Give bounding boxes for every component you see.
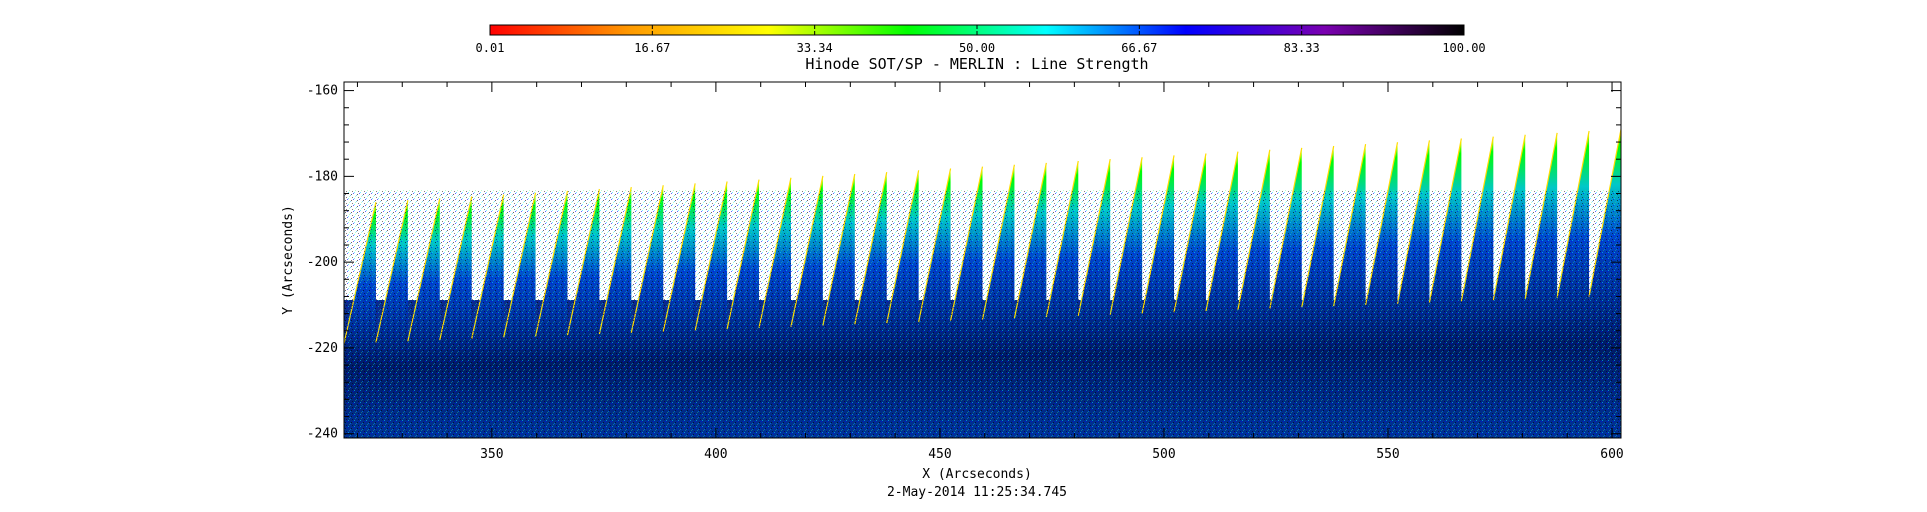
y-tick-label: -200 bbox=[307, 255, 338, 270]
colorbar-tick-label: 66.67 bbox=[1121, 41, 1157, 55]
plot-frame bbox=[343, 81, 1622, 439]
heatmap-noise bbox=[344, 190, 1621, 438]
heatmap-image bbox=[344, 129, 1621, 438]
x-axis-label: X (Arcseconds) bbox=[922, 467, 1032, 482]
colorbar-tick-labels: 0.01 16.67 33.34 50.00 66.67 83.33 100.00 bbox=[476, 41, 1486, 55]
colorbar-ticks bbox=[489, 25, 1465, 35]
y-axis-label: Y (Arcseconds) bbox=[281, 205, 296, 315]
colorbar-tick-label: 50.00 bbox=[959, 41, 995, 55]
x-tick-label: 550 bbox=[1376, 447, 1399, 462]
y-axis-tick-labels: -160 -180 -200 -220 -240 bbox=[307, 84, 338, 442]
y-tick-label: -220 bbox=[307, 341, 338, 356]
colorbar-tick-label: 33.34 bbox=[797, 41, 833, 55]
x-tick-label: 450 bbox=[928, 447, 951, 462]
x-axis-ticks bbox=[356, 82, 1613, 438]
colorbar-tick-label: 0.01 bbox=[476, 41, 505, 55]
timestamp-footer: 2-May-2014 11:25:34.745 bbox=[887, 485, 1067, 500]
x-axis-tick-labels: 350 400 450 500 550 600 bbox=[480, 447, 1624, 462]
colorbar-tick-label: 16.67 bbox=[634, 41, 670, 55]
colorbar-tick-label: 83.33 bbox=[1284, 41, 1320, 55]
x-tick-label: 350 bbox=[480, 447, 503, 462]
x-tick-label: 500 bbox=[1152, 447, 1175, 462]
y-tick-label: -240 bbox=[307, 427, 338, 442]
y-axis-ticks bbox=[344, 90, 1621, 435]
colorbar-tick-label: 100.00 bbox=[1442, 41, 1485, 55]
chart-title: Hinode SOT/SP - MERLIN : Line Strength bbox=[805, 55, 1148, 73]
colorbar: 0.01 16.67 33.34 50.00 66.67 83.33 100.00 bbox=[476, 24, 1486, 55]
x-tick-label: 400 bbox=[704, 447, 727, 462]
y-tick-label: -180 bbox=[307, 169, 338, 184]
y-tick-label: -160 bbox=[307, 84, 338, 99]
x-tick-label: 600 bbox=[1600, 447, 1623, 462]
